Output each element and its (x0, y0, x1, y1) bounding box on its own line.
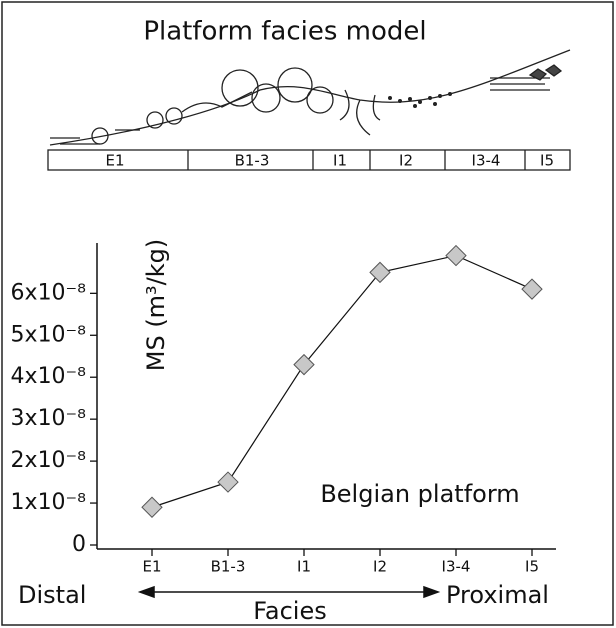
x-axis-label: Facies (253, 597, 326, 625)
zone-label: I5 (540, 152, 554, 170)
x-tick-label: B1-3 (211, 558, 246, 576)
diagram-title: Platform facies model (143, 17, 426, 47)
data-point (445, 244, 467, 267)
zone-label: E1 (105, 152, 124, 170)
y-tick-label: 4x10⁻⁸ (11, 364, 87, 389)
data-point (141, 496, 163, 518)
x-left-label: Distal (18, 581, 86, 609)
zone-label: B1-3 (235, 152, 270, 170)
zone-dividers (187, 150, 526, 170)
x-tick-label: I2 (373, 558, 387, 576)
y-tick-label: 2x10⁻⁸ (11, 448, 87, 473)
x-tick-label: I1 (297, 558, 311, 576)
y-tick-label: 6x10⁻⁸ (11, 280, 87, 305)
x-tick-label: I5 (525, 558, 539, 576)
y-tick-label: 0 (72, 532, 86, 557)
data-line (151, 254, 533, 508)
x-tick-label: I3-4 (442, 558, 471, 576)
zone-label: I2 (399, 152, 413, 170)
data-point (217, 471, 239, 493)
annotation: Belgian platform (320, 480, 519, 508)
data-point (293, 353, 315, 376)
zone-bar (47, 149, 571, 171)
grain-dots (388, 92, 452, 108)
x-right-label: Proximal (446, 581, 549, 609)
y-tick-label: 5x10⁻⁸ (11, 322, 87, 347)
facies-sketch (49, 49, 571, 146)
data-point (369, 261, 391, 284)
y-tick-label: 3x10⁻⁸ (11, 406, 87, 431)
y-axis-label: MS (m³/kg) (142, 239, 170, 372)
x-tick-label: E1 (142, 558, 161, 576)
data-point (521, 278, 543, 300)
y-tick-label: 1x10⁻⁸ (11, 490, 87, 515)
zone-label: I1 (333, 152, 347, 170)
axis-arrow (137, 585, 441, 599)
zone-label: I3-4 (472, 152, 501, 170)
